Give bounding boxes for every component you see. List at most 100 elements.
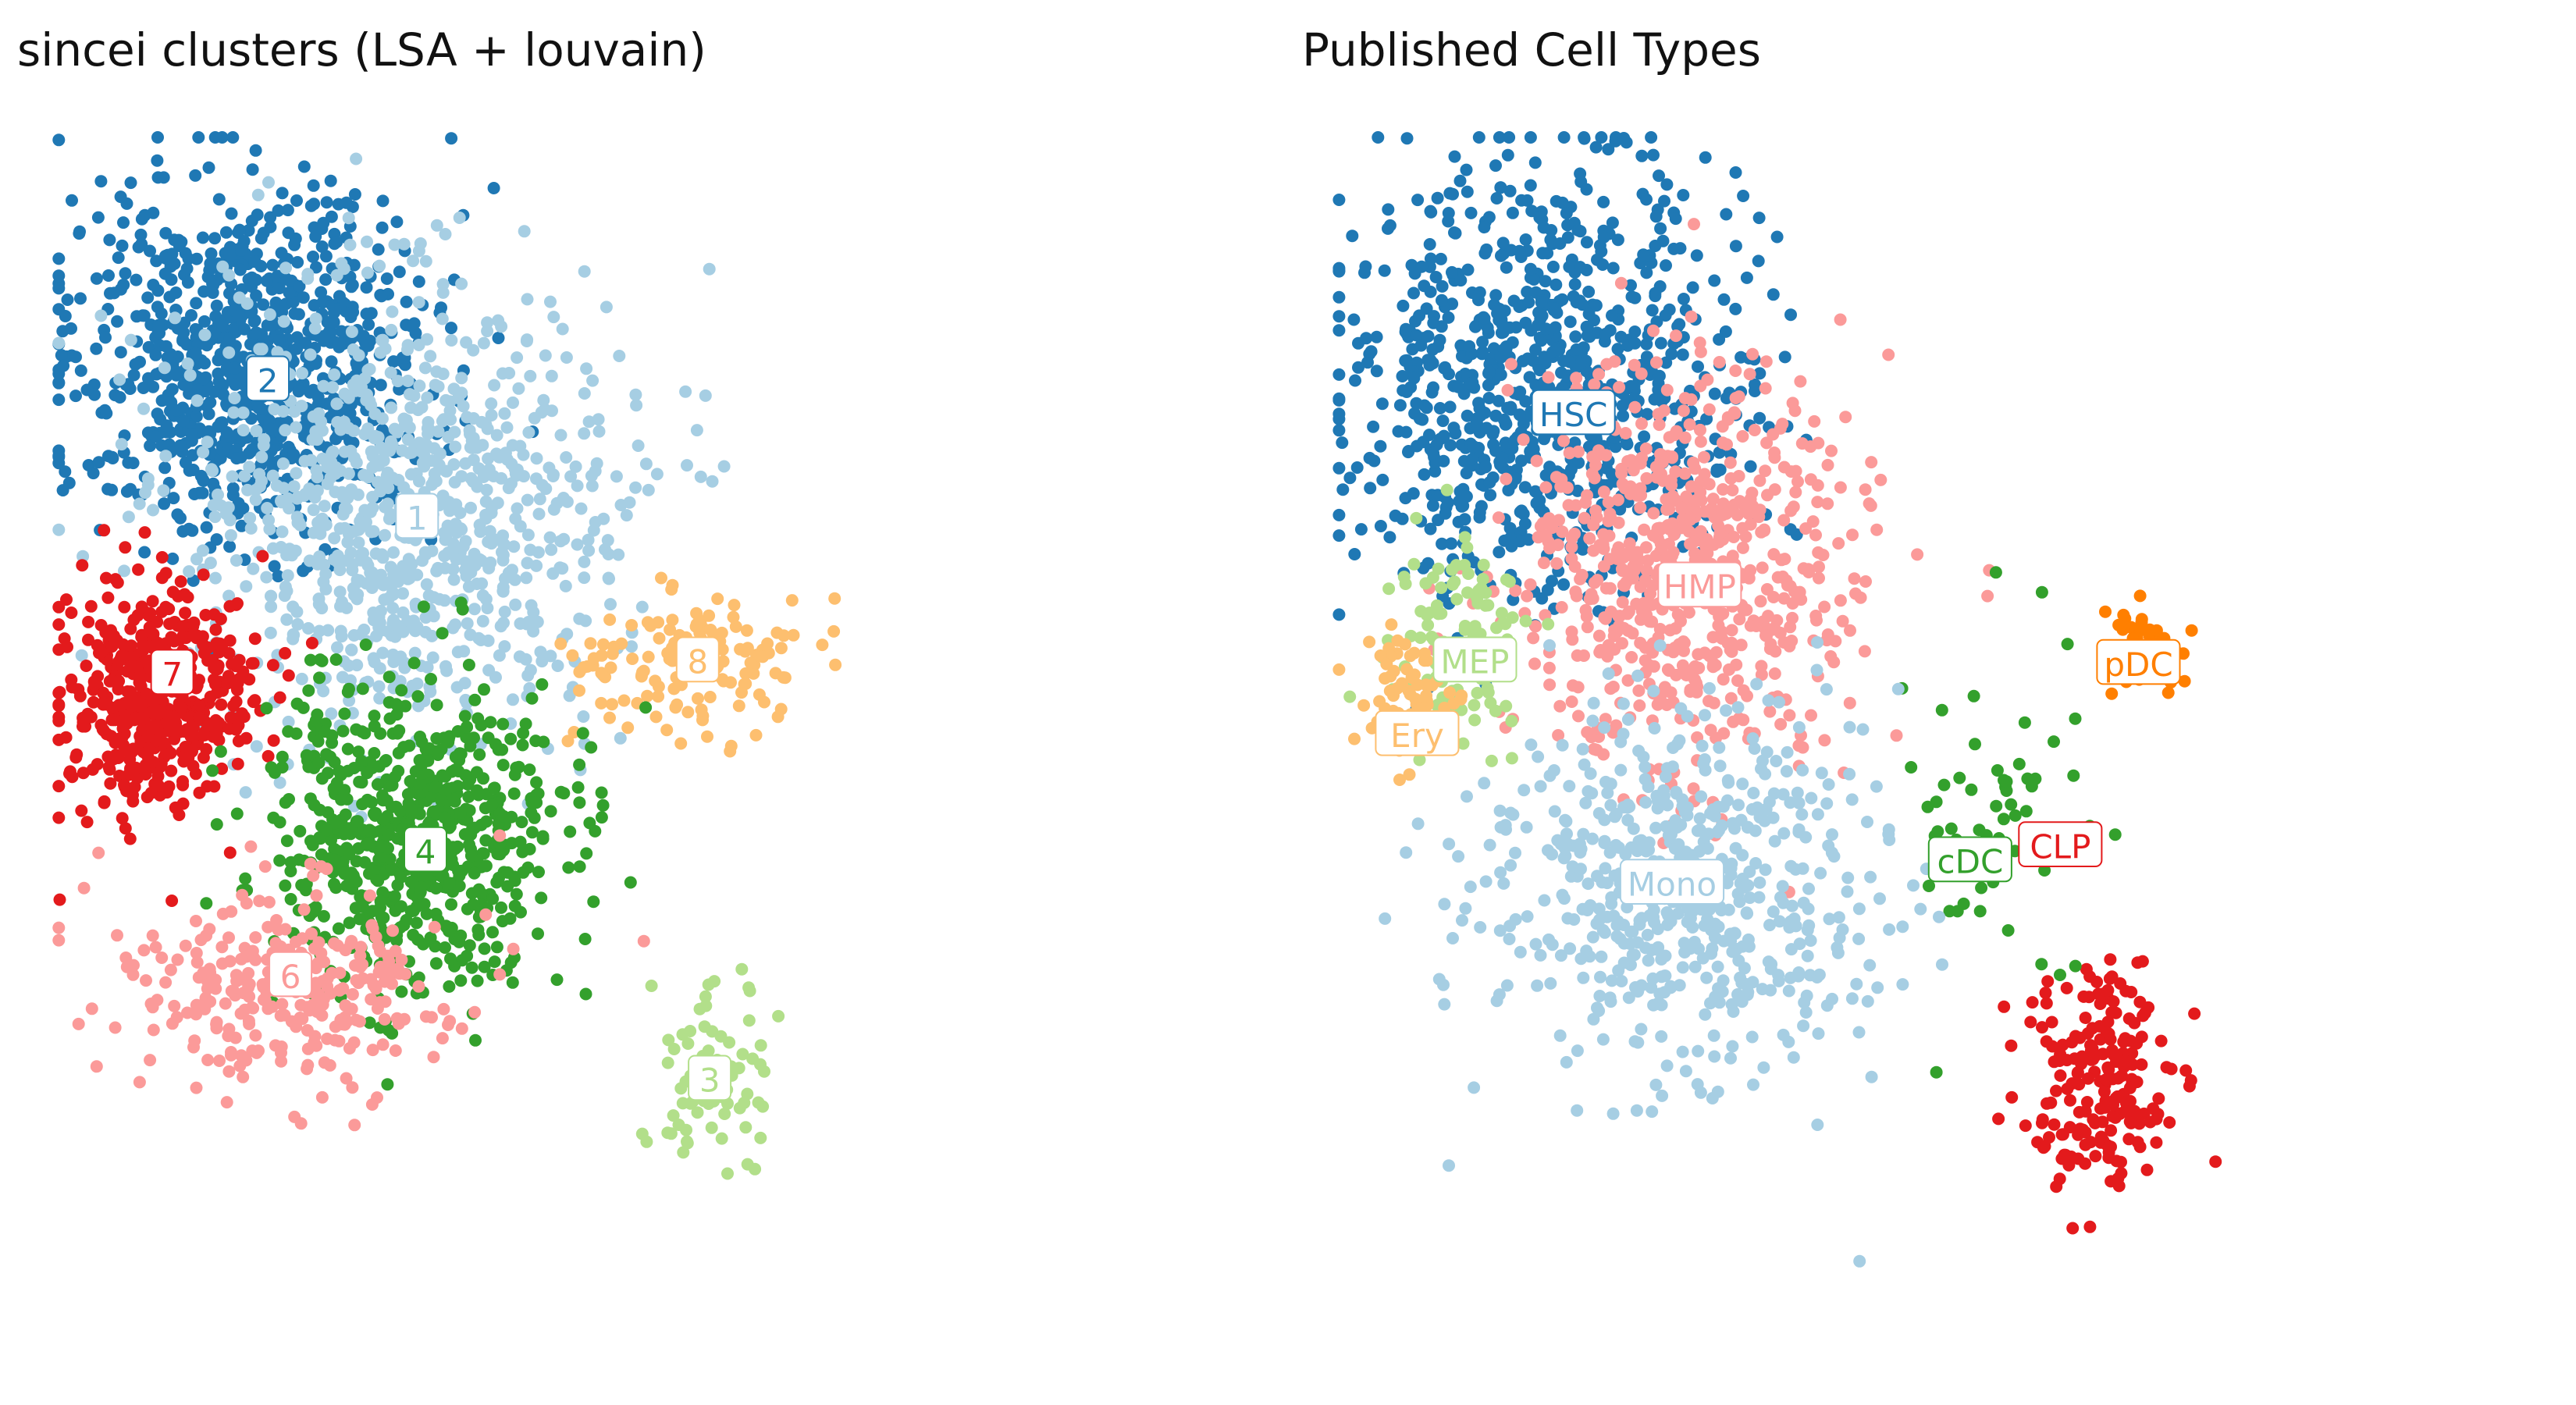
scatter-point: [650, 468, 664, 481]
scatter-point: [72, 1017, 85, 1030]
scatter-point: [299, 336, 312, 350]
scatter-point: [307, 251, 319, 263]
scatter-point: [244, 840, 258, 853]
scatter-point: [280, 613, 294, 626]
scatter-point: [134, 228, 148, 241]
scatter-point: [1606, 216, 1619, 229]
scatter-point: [1567, 679, 1579, 692]
scatter-point: [667, 1109, 680, 1122]
scatter-point: [284, 893, 297, 905]
scatter-point: [179, 606, 192, 620]
scatter-point: [105, 640, 119, 653]
label-box: [246, 355, 290, 402]
scatter-point: [400, 913, 413, 927]
scatter-point: [458, 710, 471, 723]
scatter-point: [1543, 461, 1557, 474]
scatter-point: [503, 367, 516, 379]
scatter-point: [561, 735, 575, 748]
scatter-point: [347, 451, 361, 464]
scatter-point: [214, 613, 227, 625]
scatter-point: [135, 600, 148, 614]
scatter-point: [1542, 371, 1555, 384]
scatter-point: [705, 1121, 718, 1134]
scatter-point: [263, 522, 276, 535]
scatter-point: [1740, 271, 1753, 284]
scatter-point: [1453, 174, 1467, 187]
scatter-point: [152, 318, 165, 332]
scatter-point: [124, 622, 137, 635]
scatter-point: [1482, 379, 1495, 392]
scatter-point: [470, 578, 483, 590]
scatter-point: [478, 960, 491, 973]
scatter-point: [314, 653, 327, 667]
scatter-point: [235, 244, 248, 257]
scatter-point: [429, 882, 443, 895]
scatter-point: [1635, 149, 1649, 162]
scatter-point: [432, 380, 445, 393]
scatter-point: [210, 299, 223, 312]
scatter-point: [739, 667, 753, 680]
scatter-point: [165, 895, 179, 907]
scatter-point: [1478, 247, 1492, 260]
scatter-point: [145, 720, 158, 733]
scatter-point: [1423, 238, 1436, 251]
scatter-point: [1628, 325, 1642, 338]
scatter-point: [455, 470, 468, 483]
scatter-point: [667, 1043, 681, 1055]
scatter-point: [644, 619, 657, 632]
scatter-point: [418, 546, 432, 559]
scatter-point: [448, 425, 461, 439]
scatter-point: [318, 329, 331, 343]
scatter-point: [1543, 542, 1557, 555]
scatter-point: [372, 431, 385, 444]
scatter-point: [1482, 392, 1496, 404]
scatter-point: [1654, 448, 1667, 461]
scatter-point: [509, 467, 522, 480]
scatter-point: [347, 1036, 361, 1049]
scatter-point: [500, 421, 514, 434]
scatter-point: [1574, 225, 1587, 238]
scatter-point: [197, 966, 210, 980]
scatter-point: [215, 416, 229, 429]
scatter-point: [321, 461, 334, 474]
scatter-point: [374, 604, 387, 617]
scatter-point: [1724, 472, 1738, 485]
scatter-point: [1796, 741, 1809, 754]
scatter-point: [190, 1008, 203, 1021]
scatter-point: [544, 649, 557, 663]
scatter-point: [1574, 167, 1587, 180]
scatter-point: [367, 865, 380, 878]
scatter-point: [166, 552, 180, 565]
scatter-point: [1426, 499, 1439, 512]
scatter-point: [123, 745, 136, 758]
scatter-point: [208, 326, 221, 340]
scatter-point: [388, 890, 401, 903]
scatter-point: [1343, 471, 1357, 485]
scatter-point: [424, 685, 437, 699]
scatter-point: [425, 790, 439, 803]
scatter-point: [1647, 324, 1660, 337]
scatter-point: [279, 796, 292, 809]
scatter-point: [536, 830, 550, 843]
scatter-point: [335, 793, 348, 806]
scatter-point: [275, 1055, 288, 1068]
scatter-point: [264, 422, 277, 436]
scatter-point: [1483, 476, 1496, 489]
scatter-point: [642, 483, 655, 496]
scatter-point: [1539, 529, 1553, 542]
scatter-point: [1367, 420, 1380, 433]
scatter-point: [473, 748, 486, 761]
scatter-point: [80, 660, 93, 672]
scatter-point: [132, 698, 144, 711]
scatter-point: [281, 492, 294, 505]
scatter-point: [1753, 367, 1767, 380]
scatter-point: [209, 571, 222, 585]
scatter-point: [132, 563, 145, 576]
scatter-point: [319, 250, 333, 263]
scatter-point: [481, 316, 494, 329]
scatter-point: [209, 982, 222, 995]
scatter-point: [735, 962, 749, 976]
scatter-point: [468, 693, 482, 706]
scatter-point: [1332, 265, 1346, 278]
scatter-point: [52, 699, 66, 713]
